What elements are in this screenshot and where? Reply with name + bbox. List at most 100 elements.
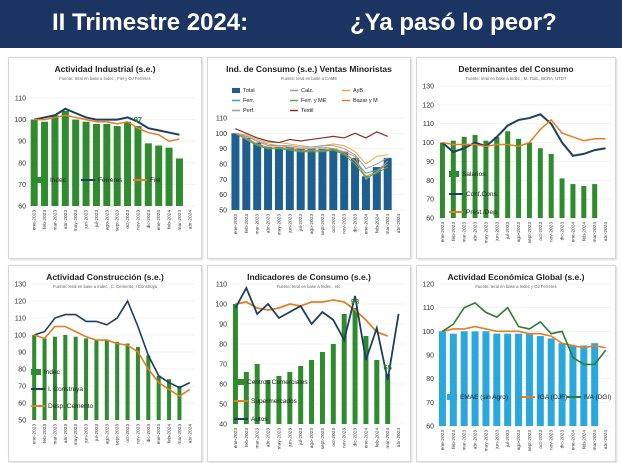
chart-panel-determinantes: Determinantes del Consumo Fuente: Ieral e… [416,57,616,259]
x-tick-label: ago-2023 [104,210,110,231]
legend-label: Indec [44,369,61,376]
bar-feb-2023 [449,333,457,426]
bar-jun-2023 [84,338,89,420]
y-tick-label: 120 [422,282,434,289]
x-tick-label: feb-2023 [451,222,457,241]
y-tick-label: 80 [18,160,26,167]
chart-subtitle: Fuente: Ieral en base a Indec , M. Trab.… [466,76,567,81]
x-tick-label: ene-2024 [363,428,369,449]
x-tick-label: oct-2023 [331,214,337,233]
y-tick-label: 110 [216,116,227,123]
x-tick-label: dic-2023 [560,430,566,449]
legend-label: Indec [50,177,67,184]
x-tick-label: mar-2024 [592,222,598,243]
legend-label: Bazar y M [353,98,378,104]
x-tick-label: abr-2024 [603,222,609,242]
y-tick-label: 110 [423,305,434,312]
bar-jun-2023 [493,333,501,426]
x-tick-label: ene-2024 [363,214,369,235]
x-tick-label: sept-2023 [115,210,121,232]
legend-label: Ferr. y ME [301,98,327,104]
legend-swatch [449,171,459,177]
y-tick-label: 50 [219,208,227,215]
series-line-Ferr. y ME [235,132,388,179]
chart-subtitle: Fuente: Ieral en base a Indec y OJ Ferre… [475,284,556,289]
x-tick-label: mar-2023 [462,222,468,243]
x-tick-label: feb-2023 [244,214,250,233]
legend-label: Total [243,88,255,94]
y-tick-label: 60 [426,424,434,431]
bar-sept-2023 [525,333,533,426]
x-tick-label: ene-2023 [440,222,446,243]
bar-oct-2023 [330,344,336,424]
x-tick-label: abr-2023 [266,428,272,448]
series-line-Conf.Cons. [441,113,606,157]
bar-jul-2023 [296,148,305,210]
x-tick-label: jul-2023 [94,424,100,442]
chart-title: Actividad Económica Global (s.e.) [448,272,585,282]
y-tick-label: 60 [18,204,26,211]
bar-feb-2024 [581,185,587,218]
legend-label: Fiel [150,177,161,184]
bar-ene-2023 [232,304,238,424]
bar-may-2023 [274,147,283,210]
series-line-IGA (OJF) [442,325,606,349]
x-tick-label: feb-2023 [42,424,48,443]
bar-oct-2023 [125,343,130,420]
chart-svg-industria: Actividad Industrial (s.e.) Fuente: Ieral… [14,64,195,232]
x-tick-label: jun-2023 [494,222,500,242]
chart-svg-indicadores-consumo: Indicadores de Consumo (s.e.) Fuente: Ier… [215,272,404,449]
data-label: 65 [384,363,392,372]
legend-label: IVA (DGI) [584,394,611,401]
x-tick-label: abr-2024 [396,428,402,448]
x-tick-label: oct-2023 [125,210,131,229]
chart-panel-indicadores-consumo: Indicadores de Consumo (s.e.) Fuente: Ier… [207,265,411,462]
bar-jul-2023 [504,333,512,426]
y-tick-label: 40 [219,422,227,429]
x-tick-label: oct-2023 [538,222,544,241]
x-tick-label: ago-2023 [516,430,522,451]
bar-ago-2023 [309,360,315,424]
x-tick-label: jul-2023 [298,428,304,446]
headline-left: II Trimestre 2024: [52,9,249,36]
chart-title: Actividad Industrial (s.e.) [54,64,155,74]
x-tick-label: ene-2023 [440,430,446,451]
bar-mar-2024 [591,343,599,426]
y-tick-label: 80 [18,367,26,374]
y-tick-label: 100 [422,329,434,336]
series-line-Autos [234,285,400,381]
bar-nov-2023 [548,153,554,218]
x-tick-label: jul-2023 [505,222,511,240]
y-tick-label: 50 [219,402,227,409]
bar-ago-2023 [103,123,111,206]
x-tick-label: may-2023 [483,222,489,244]
x-tick-label: ago-2023 [309,214,315,235]
bar-ago-2023 [307,148,316,210]
x-tick-label: mar-2024 [385,428,391,449]
x-tick-label: feb-2024 [374,214,380,233]
chart-subtitle: Fuente: Ieral en base a CAME [281,76,338,81]
bar-oct-2023 [537,148,543,218]
x-tick-label: jun-2023 [494,430,500,450]
legend-label: Autos [251,416,268,423]
x-tick-label: feb-2023 [42,210,48,229]
bar-abr-2023 [63,335,68,420]
bar-mar-2023 [254,364,260,424]
y-tick-label: 110 [216,282,227,289]
data-label: 98 [351,297,359,306]
x-tick-label: jun-2023 [84,210,90,230]
x-tick-label: may-2023 [73,210,79,232]
bar-dic-2023 [559,178,565,218]
legend-label: Textil [301,108,314,114]
legend-label: IGA (OJF) [538,394,567,401]
series-line-Ferreres [33,107,180,136]
chart-title: Ind. de Consumo (s.e.) Ventas Minoristas [226,64,392,74]
x-tick-label: nov-2023 [549,222,555,242]
x-tick-label: sept-2023 [115,424,121,446]
bar-mar-2024 [383,157,392,210]
bar-abr-2023 [472,135,478,218]
series-line-Supermercados [235,299,388,337]
y-tick-label: 70 [219,177,227,184]
bar-sept-2023 [318,148,327,210]
x-tick-label: mar-2023 [462,430,468,451]
